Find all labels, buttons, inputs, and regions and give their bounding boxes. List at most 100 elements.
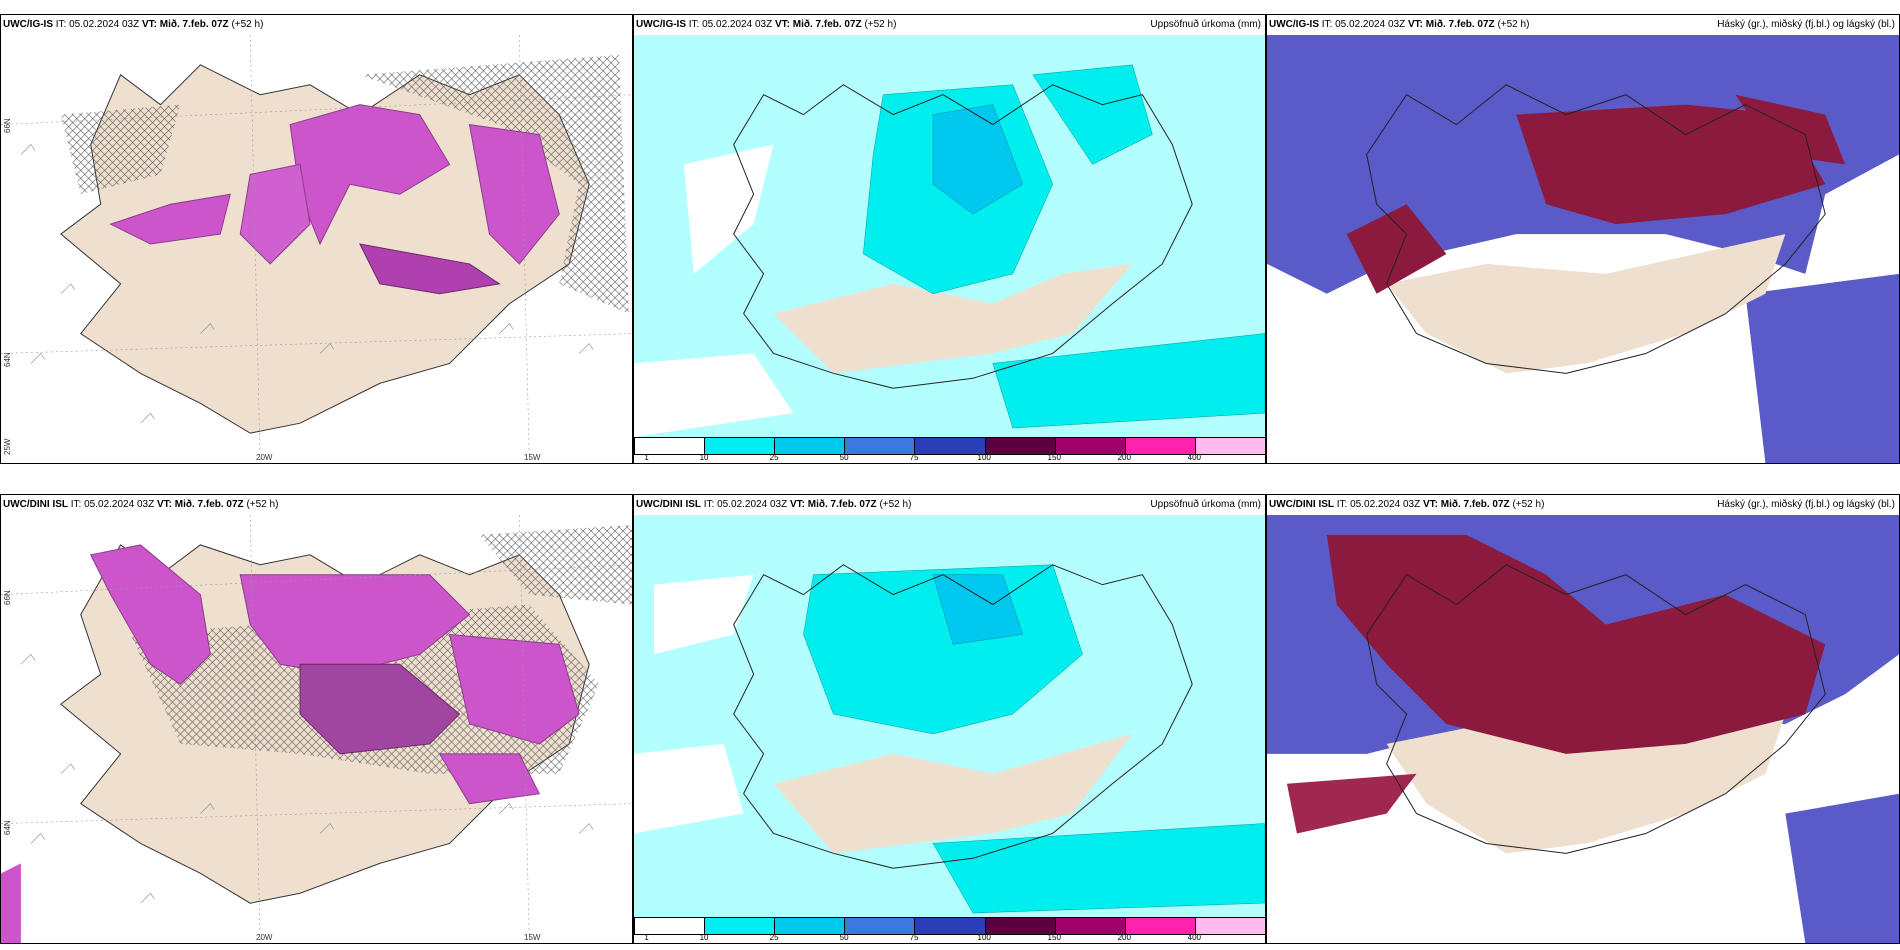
- lat-label-top: 66N: [3, 118, 12, 133]
- legend-tick: 25: [769, 453, 779, 462]
- dry-area-2: [634, 353, 794, 437]
- valid-time: VT: Mið. 7.feb. 07Z: [789, 499, 877, 510]
- panel-cloud-row2: UWC/DINI ISL IT: 05.02.2024 03Z VT: Mið.…: [1266, 494, 1900, 944]
- cloud-high-area: [1516, 104, 1826, 225]
- dry-area: [653, 574, 754, 655]
- coastline: [733, 564, 1193, 869]
- precip-title: Uppsöfnuð úrkoma (mm): [1150, 19, 1261, 30]
- legend-swatch: [1194, 918, 1265, 934]
- land-area: [1386, 234, 1786, 374]
- panel-header: UWC/IG-IS IT: 05.02.2024 03Z VT: Mið. 7.…: [1267, 15, 1899, 35]
- legend-swatch: [844, 438, 915, 454]
- legend-swatch: [1054, 438, 1125, 454]
- snow-area-5: [438, 753, 541, 805]
- model-name: UWC/IG-IS: [636, 19, 686, 30]
- snow-map-svg: [1, 515, 632, 943]
- snow-area-2: [468, 123, 560, 265]
- precip-map: [634, 515, 1265, 917]
- cloud-mid-area-2: [1745, 273, 1899, 463]
- precip-zone-3: [1032, 64, 1153, 165]
- legend-swatch: [1194, 438, 1265, 454]
- precip-legend: 1 10 25 50 75 100 150 200 400: [634, 437, 1265, 463]
- wind-barbs: [20, 653, 594, 904]
- precip-legend: 1 10 25 50 75 100 150 200 400: [634, 917, 1265, 943]
- precip-map: [634, 35, 1265, 437]
- legend-swatch: [914, 438, 985, 454]
- coastline: [733, 84, 1193, 389]
- valid-time: VT: Mið. 7.feb. 07Z: [774, 19, 862, 30]
- precip-zone-4: [992, 333, 1265, 429]
- snow-map: [1, 515, 632, 943]
- init-time: IT: 05.02.2024 03Z: [688, 19, 773, 30]
- legend-swatch: [704, 918, 775, 934]
- legend-ticks: 1 10 25 50 75 100 150 200 400: [634, 933, 1265, 943]
- legend-swatch: [1124, 438, 1195, 454]
- cloud-high-area: [1326, 534, 1826, 754]
- precip-zone-2: [932, 574, 1024, 645]
- lon-label-far: 25W: [3, 438, 12, 455]
- precip-title: Uppsöfnuð úrkoma (mm): [1150, 499, 1261, 510]
- snow-area: [89, 544, 211, 685]
- legend-tick: 1: [644, 453, 649, 462]
- lead-time: (+52 h): [864, 19, 897, 30]
- panel-header: UWC/DINI ISL IT: 05.02.2024 03Z VT: Mið.…: [1267, 495, 1899, 515]
- panel-header: UWC/DINI ISL IT: 05.02.2024 03Z VT: Mið.…: [634, 495, 1265, 515]
- legend-tick: 400: [1187, 453, 1201, 462]
- legend-swatch: [704, 438, 775, 454]
- lon-label-left: 20W: [256, 933, 273, 942]
- cloud-high-area-3: [1735, 94, 1846, 165]
- lead-time: (+52 h): [231, 19, 264, 30]
- valid-time: VT: Mið. 7.feb. 07Z: [156, 499, 244, 510]
- model-name: UWC/DINI ISL: [1269, 499, 1334, 510]
- legend-tick: 10: [699, 453, 709, 462]
- legend-tick: 50: [839, 453, 849, 462]
- legend-swatch: [634, 918, 705, 934]
- land-area: [1386, 714, 1786, 854]
- legend-tick: 150: [1047, 453, 1061, 462]
- land-area: [773, 733, 1133, 854]
- legend-tick: 50: [839, 933, 849, 942]
- legend-bar: [634, 437, 1265, 455]
- snow-map-svg: [1, 35, 632, 463]
- panel-snow-row2: UWC/DINI ISL IT: 05.02.2024 03Z VT: Mið.…: [0, 494, 633, 944]
- cloud-title: Háský (gr.), miðský (fj.bl.) og lágský (…: [1717, 499, 1895, 510]
- snow-map: [1, 35, 632, 463]
- init-time: IT: 05.02.2024 03Z: [703, 499, 788, 510]
- cloud-map: [1267, 515, 1899, 943]
- lat-label-top: 66N: [3, 590, 12, 605]
- panel-precip-row2: UWC/DINI ISL IT: 05.02.2024 03Z VT: Mið.…: [633, 494, 1266, 944]
- legend-tick: 100: [977, 453, 991, 462]
- precip-map-svg: [634, 35, 1265, 437]
- snow-area-4: [448, 633, 580, 745]
- lead-time: (+52 h): [879, 499, 912, 510]
- legend-tick: 150: [1047, 933, 1061, 942]
- lon-label-right: 15W: [524, 933, 541, 942]
- legend-swatch: [984, 438, 1055, 454]
- model-name: UWC/DINI ISL: [636, 499, 701, 510]
- legend-swatch: [984, 918, 1055, 934]
- legend-tick: 25: [769, 933, 779, 942]
- dry-area: [683, 144, 774, 274]
- legend-swatch: [844, 918, 915, 934]
- legend-tick: 1: [644, 933, 649, 942]
- legend-tick: 200: [1117, 933, 1131, 942]
- graticule: [1, 35, 632, 463]
- panel-header: UWC/IG-IS IT: 05.02.2024 03Z VT: Mið. 7.…: [634, 15, 1265, 35]
- init-time: IT: 05.02.2024 03Z: [55, 19, 140, 30]
- cloud-map-svg: [1267, 515, 1899, 943]
- legend-tick: 75: [909, 933, 919, 942]
- init-time: IT: 05.02.2024 03Z: [1336, 499, 1421, 510]
- snow-area-5: [239, 163, 311, 265]
- precip-map-svg: [634, 515, 1265, 917]
- valid-time: VT: Mið. 7.feb. 07Z: [1422, 499, 1510, 510]
- lead-time: (+52 h): [1512, 499, 1545, 510]
- precip-zone-3: [932, 823, 1265, 914]
- legend-ticks: 1 10 25 50 75 100 150 200 400: [634, 453, 1265, 463]
- hatch-area-2: [60, 104, 181, 195]
- legend-swatch: [1124, 918, 1195, 934]
- legend-tick: 75: [909, 453, 919, 462]
- panel-header: UWC/DINI ISL IT: 05.02.2024 03Z VT: Mið.…: [1, 495, 632, 515]
- cloud-title: Háský (gr.), miðský (fj.bl.) og lágský (…: [1717, 19, 1895, 30]
- legend-tick: 10: [699, 933, 709, 942]
- lead-time: (+52 h): [246, 499, 279, 510]
